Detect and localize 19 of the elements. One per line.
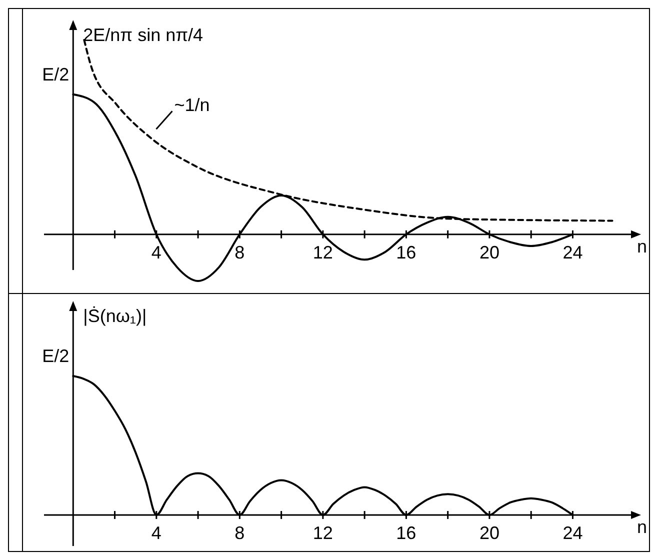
x-tick-label: 12 — [312, 523, 333, 543]
x-tick-label: 24 — [562, 523, 583, 543]
x-tick-label: 8 — [234, 523, 245, 543]
y-axis-title: |Ṡ(nω₁)| — [83, 306, 147, 326]
annotation: ~1/n — [174, 95, 210, 116]
x-tick-label: 20 — [479, 523, 500, 543]
x-tick-label: 4 — [151, 523, 162, 543]
x-tick-label: 8 — [234, 242, 245, 262]
x-axis-title: n — [637, 236, 648, 256]
x-tick-label: 24 — [562, 242, 583, 262]
x-tick-label: 16 — [396, 242, 416, 262]
x-tick-label: 4 — [151, 242, 162, 262]
x-tick-label: 16 — [396, 523, 416, 543]
x-tick-label: 12 — [312, 242, 333, 262]
annotation: E/2 — [42, 64, 70, 84]
x-axis-title: n — [637, 517, 648, 537]
x-tick-label: 20 — [479, 242, 500, 262]
text: E/2 — [42, 346, 70, 366]
y-axis-title: 2E/nπ sin nπ/4 — [83, 24, 204, 45]
